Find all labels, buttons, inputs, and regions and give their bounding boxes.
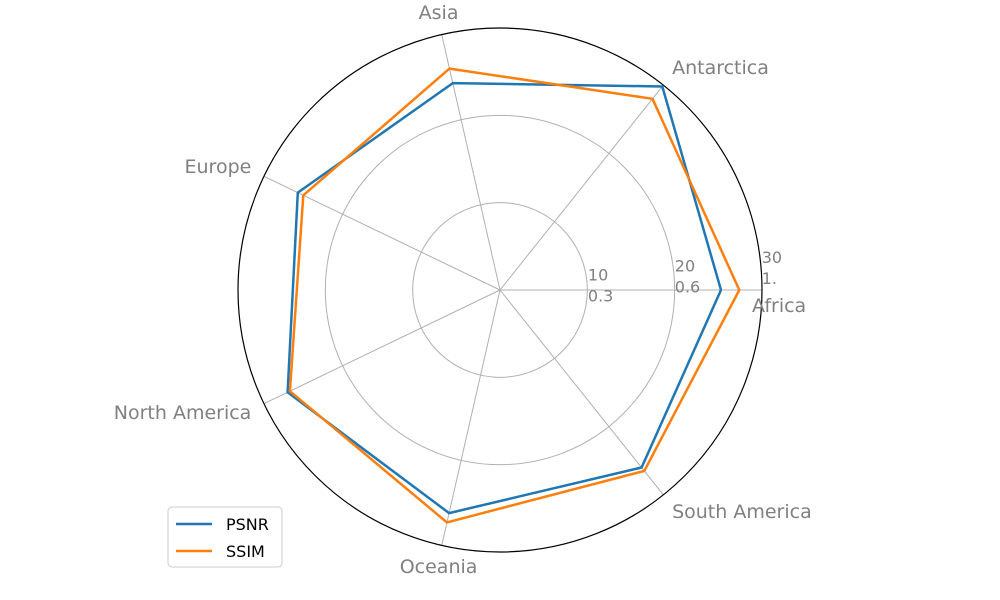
series-line-psnr (286, 81, 723, 515)
legend-label-psnr: PSNR (226, 515, 269, 534)
spoke-line (499, 289, 664, 496)
radial-tick-label-upper: 30 (762, 248, 782, 267)
radial-tick-label-upper: 10 (588, 265, 608, 284)
radial-tick-label-lower: 0.6 (675, 278, 700, 297)
category-label: Oceania (400, 556, 478, 578)
category-label: Europe (185, 156, 252, 178)
legend-label-ssim: SSIM (226, 542, 265, 561)
legend: PSNR SSIM (167, 506, 283, 568)
spoke-line (263, 175, 501, 291)
tick-layer: 10 0.3 20 0.6 30 1. (588, 248, 782, 305)
category-label: Asia (419, 2, 459, 24)
category-label: North America (114, 402, 252, 424)
spoke-line (441, 34, 501, 291)
category-label: Antarctica (672, 57, 769, 79)
series-layer (286, 67, 741, 524)
category-label: South America (672, 501, 812, 523)
spoke-line (441, 289, 501, 546)
series-line-ssim (288, 67, 741, 524)
radial-tick-label-lower: 0.3 (588, 286, 613, 305)
category-label: Africa (752, 295, 806, 317)
spoke-line (263, 289, 501, 405)
category-layer: Africa Antarctica Asia Europe North America O… (114, 2, 812, 578)
radial-tick-label-upper: 20 (675, 257, 695, 276)
outer-frame (237, 27, 763, 553)
spoke-line (499, 84, 664, 291)
radial-tick-label-lower: 1. (762, 269, 777, 288)
